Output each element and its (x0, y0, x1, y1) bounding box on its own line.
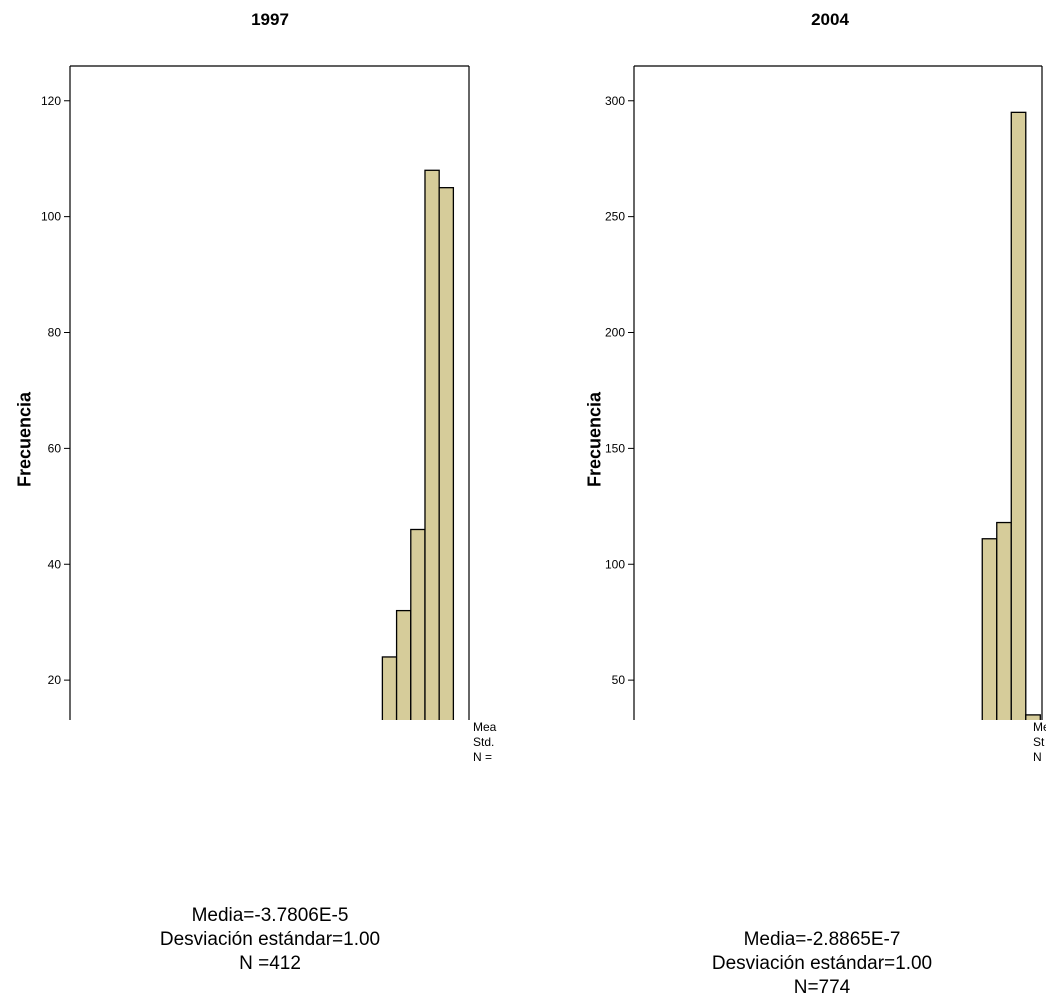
histogram-bar (395, 609, 412, 720)
chart-2004-stats: Media=-2.8865E-7 Desviación estándar=1.0… (672, 928, 972, 1000)
legend-line-std: St (1033, 735, 1045, 749)
chart-2004-plot: 050100150200250300-3.00-2.00-1.000.001.0… (605, 65, 1043, 720)
legend-line-n: N = (473, 750, 493, 764)
stats-n: N =412 (239, 953, 301, 974)
y-tick-label: 250 (605, 210, 625, 224)
histogram-bar (410, 528, 426, 720)
histogram-bar (1025, 714, 1041, 720)
y-tick-label: 60 (48, 441, 62, 455)
histogram-bar (438, 187, 455, 720)
histogram-bar (424, 169, 440, 720)
chart-2004-title: 2004 (811, 10, 849, 29)
stats-mean: Media=-2.8865E-7 (743, 929, 901, 950)
stats-n: N=774 (793, 977, 851, 998)
legend-line-mean: Mea (473, 720, 497, 734)
y-tick-label: 100 (605, 557, 625, 571)
y-tick-label: 150 (605, 441, 625, 455)
stats-mean: Media=-3.7806E-5 (191, 905, 349, 926)
y-tick-label: 200 (605, 326, 625, 340)
chart-1997-plot: 020406080100120-4.00-3.00-2.00-1.000.001… (41, 65, 470, 720)
chart-1997-title: 1997 (251, 10, 289, 29)
y-tick-label: 20 (48, 673, 62, 687)
y-tick-label: 80 (48, 326, 62, 340)
stats-std: Desviación estándar=1.00 (159, 929, 381, 950)
y-tick-label: 100 (41, 210, 61, 224)
y-tick-label: 50 (612, 673, 626, 687)
chart-2004-legend-fragment: Me St N (1033, 720, 1046, 770)
legend-line-std: Std. (473, 735, 495, 749)
stats-std: Desviación estándar=1.00 (711, 953, 933, 974)
legend-line-n: N (1033, 750, 1042, 764)
histogram-bar (996, 521, 1012, 720)
y-tick-label: 120 (41, 94, 61, 108)
y-tick-label: 300 (605, 94, 625, 108)
chart-1997-legend-fragment: Mea Std. N = (473, 720, 505, 770)
histogram-bar (981, 538, 998, 720)
histogram-bar (1010, 111, 1027, 720)
y-tick-label: 40 (48, 557, 62, 571)
chart-1997-stats: Media=-3.7806E-5 Desviación estándar=1.0… (120, 904, 420, 976)
legend-line-mean: Me (1033, 720, 1046, 734)
histogram-bar (381, 656, 398, 720)
